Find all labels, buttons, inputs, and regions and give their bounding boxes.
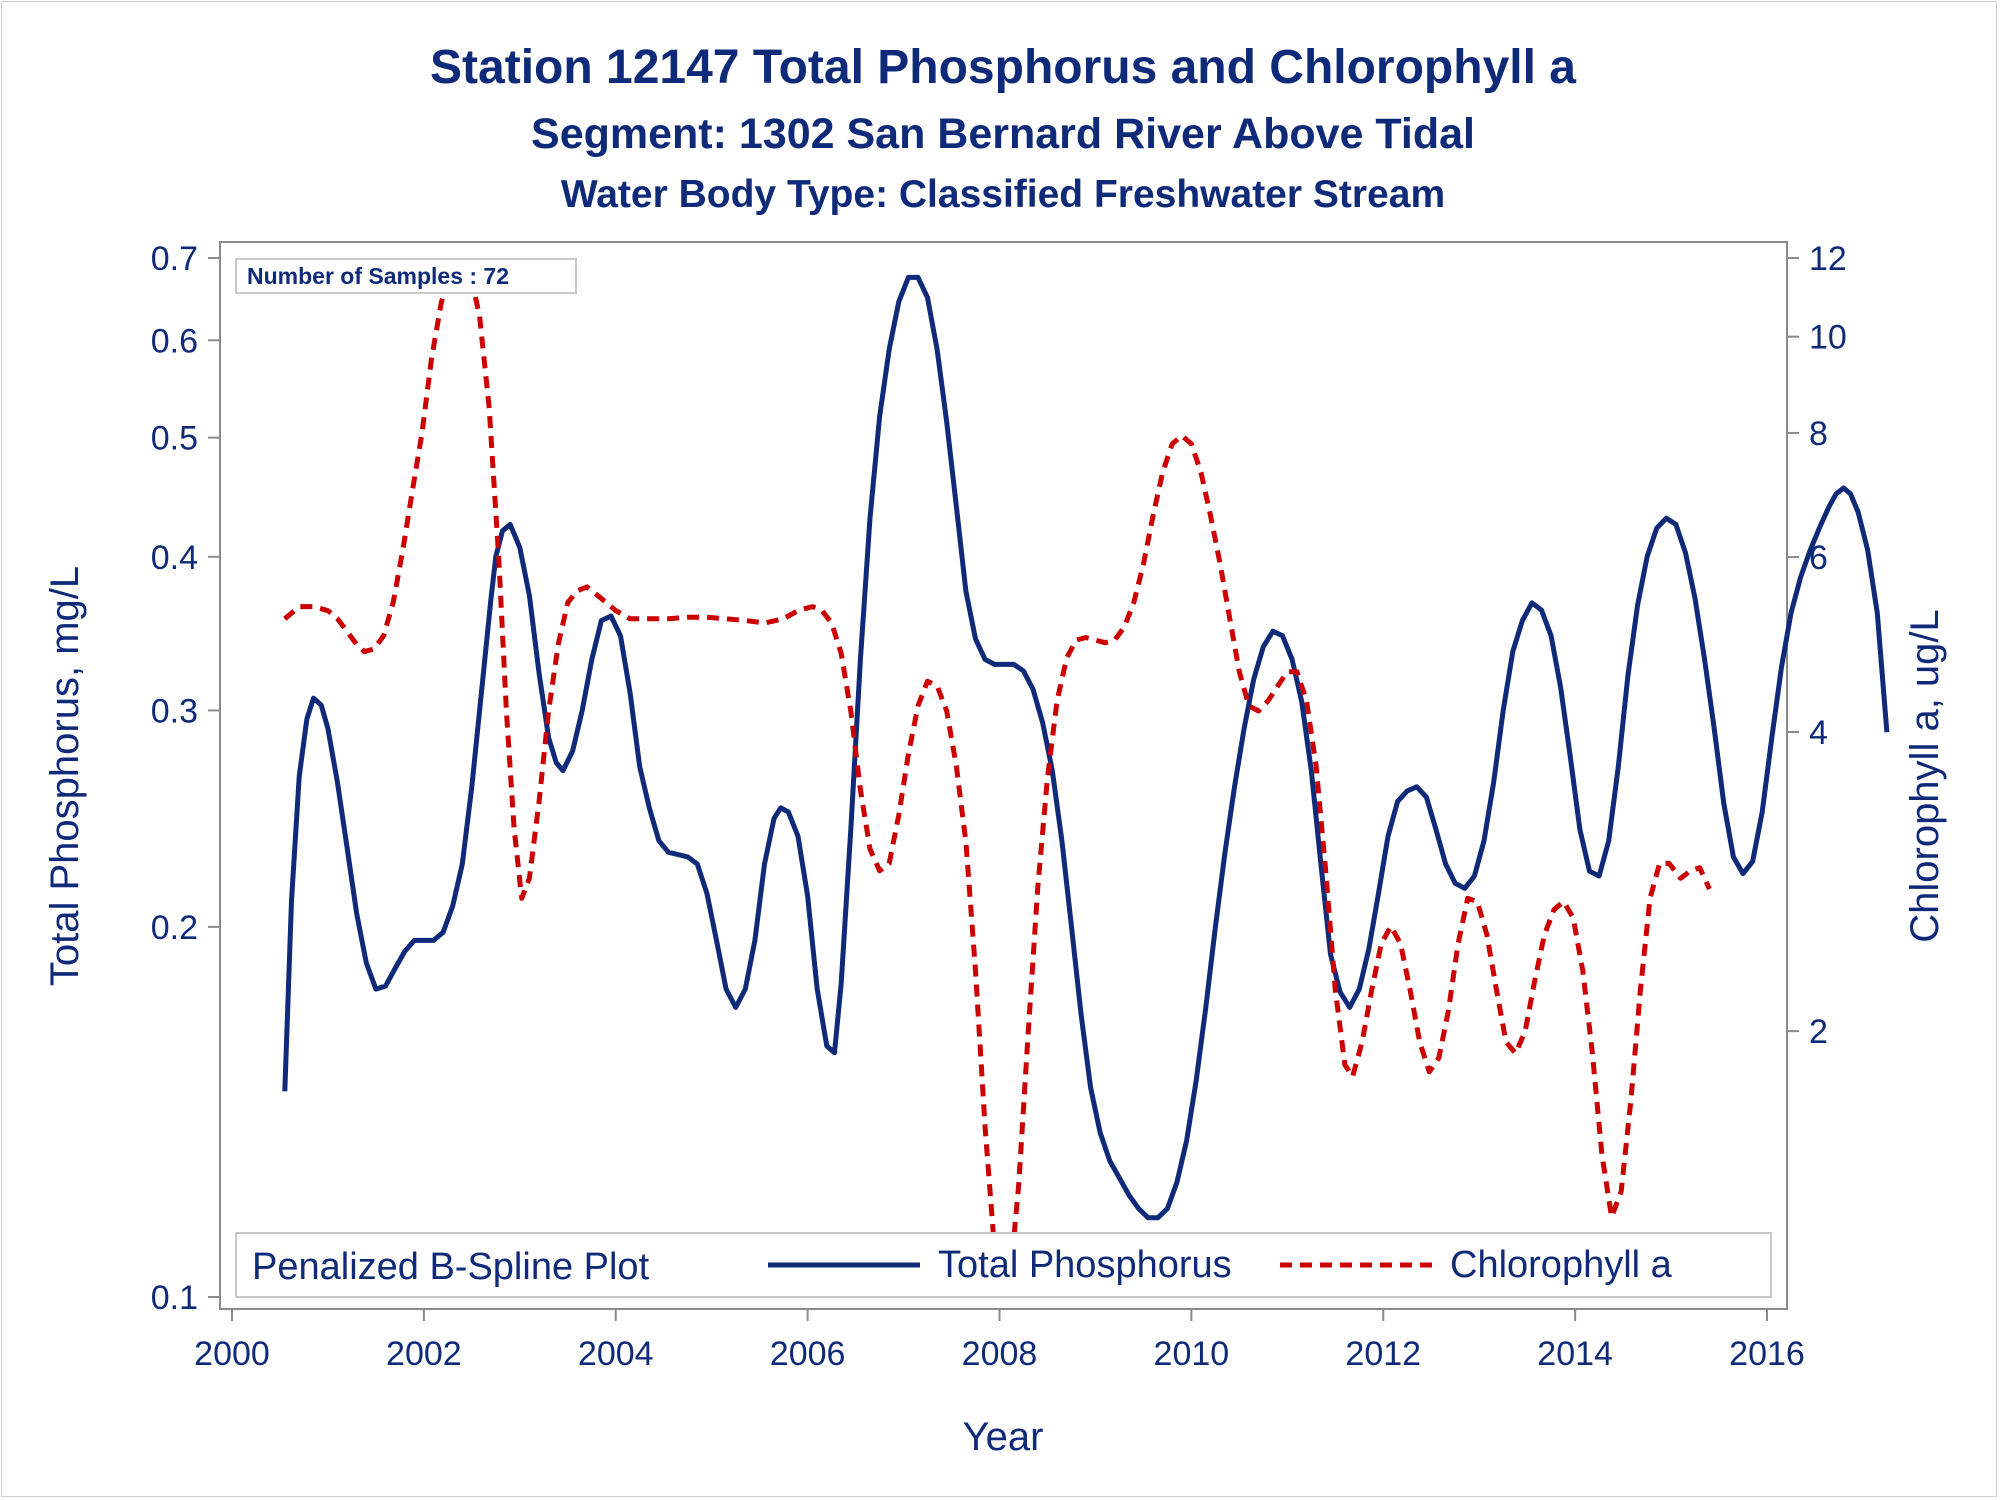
y-tick-label: 0.2	[151, 909, 198, 947]
y-tick-label: 0.6	[151, 322, 198, 360]
y2-tick-label: 4	[1809, 714, 1828, 752]
right-axis: 2 4 6 8 10 12	[1787, 240, 1847, 1051]
y2-tick-label: 10	[1809, 319, 1847, 357]
legend-label-phosphorus: Total Phosphorus	[938, 1244, 1232, 1286]
chart-subtitle-2: Water Body Type: Classified Freshwater S…	[561, 173, 1445, 216]
y2-axis-label: Chlorophyll a, ug/L	[1903, 609, 1947, 943]
chart-title: Station 12147 Total Phosphorus and Chlor…	[430, 41, 1576, 94]
chlorophyll-series-line	[283, 255, 1712, 1300]
y2-tick-label: 12	[1809, 240, 1847, 278]
y2-tick-label: 2	[1809, 1013, 1828, 1051]
x-tick-label: 2004	[578, 1335, 654, 1373]
legend-title: Penalized B-Spline Plot	[252, 1246, 650, 1288]
sample-count-label: Number of Samples : 72	[247, 263, 509, 289]
series-layer	[282, 255, 1890, 1300]
x-tick-label: 2008	[962, 1335, 1038, 1373]
y-tick-label: 0.4	[151, 539, 198, 577]
left-axis: 0.1 0.2 0.3 0.4 0.5 0.6 0.7	[151, 240, 220, 1317]
x-tick-label: 2016	[1729, 1335, 1805, 1373]
x-tick-label: 2006	[770, 1335, 846, 1373]
x-tick-label: 2000	[194, 1335, 270, 1373]
x-axis-label: Year	[963, 1415, 1044, 1459]
sample-count-box	[235, 258, 577, 294]
legend	[235, 1232, 1772, 1298]
phosphorus-series-line	[282, 274, 1890, 1221]
x-axis: 2000 2002 2004 2006 2008 2010 2012 2014 2016	[194, 1309, 1805, 1373]
y-axis-label: Total Phosphorus, mg/L	[43, 566, 87, 986]
plot-area	[219, 241, 1788, 1310]
x-tick-label: 2012	[1345, 1335, 1421, 1373]
y2-tick-label: 6	[1809, 539, 1828, 577]
x-tick-label: 2002	[386, 1335, 462, 1373]
legend-label-chlorophyll: Chlorophyll a	[1450, 1244, 1673, 1286]
x-tick-label: 2014	[1537, 1335, 1613, 1373]
y-tick-label: 0.3	[151, 692, 198, 730]
y-tick-label: 0.7	[151, 240, 198, 278]
y2-tick-label: 8	[1809, 415, 1828, 453]
y-tick-label: 0.1	[151, 1279, 198, 1317]
x-tick-label: 2010	[1154, 1335, 1230, 1373]
y-tick-label: 0.5	[151, 420, 198, 458]
chart-subtitle: Segment: 1302 San Bernard River Above Ti…	[531, 110, 1475, 158]
